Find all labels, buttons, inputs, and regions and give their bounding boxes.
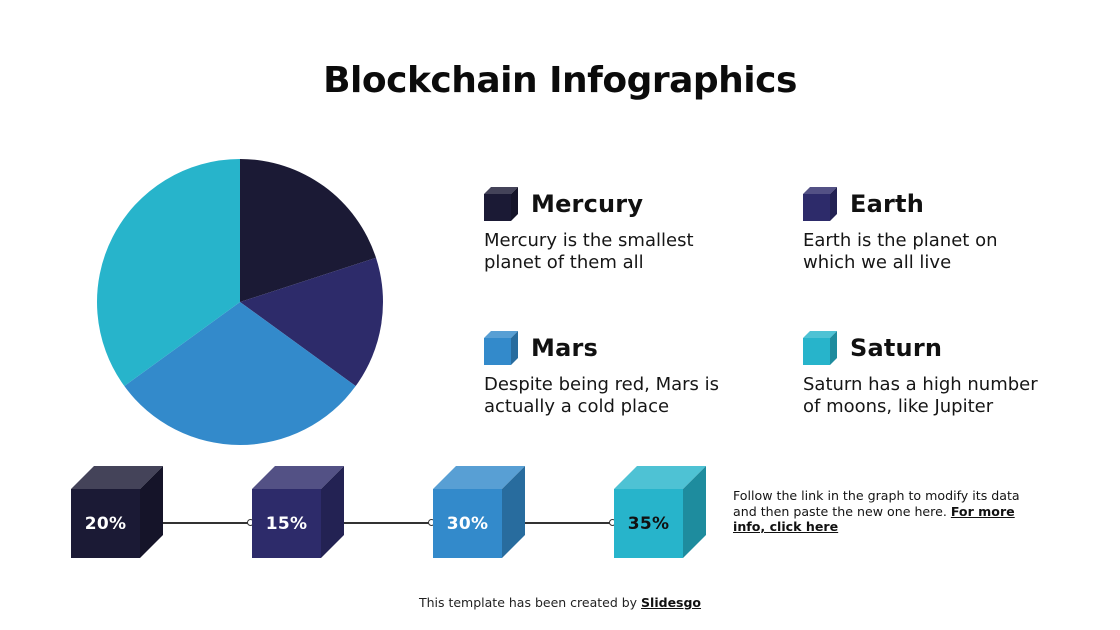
- cube-icon: [484, 331, 518, 365]
- percent-cube-earth: 15%: [252, 466, 344, 558]
- percent-label: 30%: [446, 513, 489, 534]
- legend-description: Mercury is the smallest planet of them a…: [484, 230, 694, 273]
- cube-icon: [803, 187, 837, 221]
- legend-item-saturn: Saturn Saturn has a high number of moons…: [803, 330, 1083, 418]
- legend-item-mars: Mars Despite being red, Mars is actually…: [484, 330, 764, 418]
- percent-cube-saturn: 35%: [614, 466, 706, 558]
- legend-description: Earth is the planet on which we all live: [803, 230, 998, 273]
- connector-line: [524, 522, 612, 524]
- info-note: Follow the link in the graph to modify i…: [733, 488, 1033, 535]
- pie-slice-mars: [124, 302, 356, 445]
- percent-label: 35%: [627, 513, 670, 534]
- legend-item-earth: Earth Earth is the planet on which we al…: [803, 186, 1083, 274]
- connector-line: [343, 522, 431, 524]
- footer-text: This template has been created by: [418, 595, 642, 610]
- pie-slice-mercury: [240, 159, 377, 302]
- percent-cube-mercury: 20%: [71, 466, 163, 558]
- cube-icon: [803, 331, 837, 365]
- legend-description: Despite being red, Mars is actually a co…: [484, 374, 720, 417]
- legend-title: Mars: [531, 334, 598, 362]
- connector-line: [162, 522, 250, 524]
- pie-slice-earth: [240, 257, 383, 387]
- page-title: Blockchain Infographics: [323, 60, 797, 101]
- percent-cube-mars: 30%: [433, 466, 525, 558]
- slidesgo-link[interactable]: Slidesgo: [641, 595, 702, 610]
- cube-icon: [484, 187, 518, 221]
- pie-slice-saturn: [97, 159, 241, 387]
- percent-label: 20%: [84, 513, 127, 534]
- more-info-link[interactable]: For more info, click here: [733, 503, 1015, 535]
- legend-title: Saturn: [850, 334, 943, 362]
- pie-chart[interactable]: [96, 158, 384, 446]
- legend-description: Saturn has a high number of moons, like …: [803, 374, 1038, 417]
- legend-title: Earth: [850, 190, 924, 218]
- footer-credit: This template has been created by Slides…: [0, 595, 1120, 610]
- legend-title: Mercury: [531, 190, 644, 218]
- percent-label: 15%: [265, 513, 308, 534]
- note-text: Follow the link in the graph to modify i…: [733, 488, 1020, 519]
- legend-item-mercury: Mercury Mercury is the smallest planet o…: [484, 186, 764, 274]
